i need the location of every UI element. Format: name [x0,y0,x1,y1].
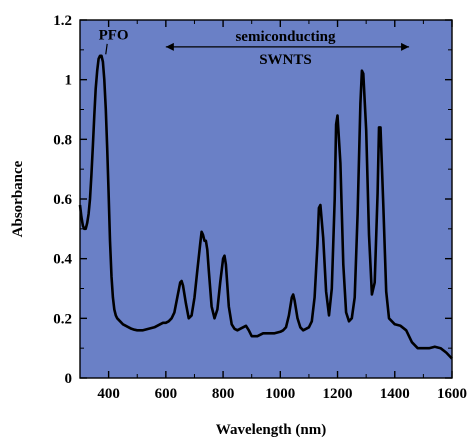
x-tick-label: 800 [212,386,235,402]
x-tick-label: 1000 [265,386,295,402]
x-tick-label: 1200 [323,386,353,402]
arrowhead-left-icon [165,42,174,51]
annotations: PFO semiconducting SWNTS [99,27,410,68]
y-tick-label: 0.2 [53,311,72,327]
annotation-swnts-label: SWNTS [259,52,312,68]
annotation-pfo-label: PFO [99,27,129,43]
arrowhead-right-icon [401,42,410,51]
y-axis-label: Absorbance [10,160,26,237]
x-tick-label: 1600 [437,386,467,402]
annotation-pfo-pointer [105,43,108,55]
y-tick-label: 1 [65,73,73,89]
y-tick-label: 0 [65,371,73,387]
y-tick-label: 1.2 [53,13,72,29]
x-tick-label: 600 [155,386,178,402]
y-tick-label: 0.4 [53,252,72,268]
x-tick-label: 1400 [380,386,410,402]
x-axis-label: Wavelength (nm) [216,422,326,438]
annotation-semiconducting-label: semiconducting [235,29,336,45]
y-tick-label: 0.6 [53,192,72,208]
x-axis: 400 600 800 1000 1200 1400 1600 [79,20,467,402]
absorbance-series-line [78,54,453,360]
plot-frame [79,19,453,379]
x-tick-label: 400 [97,386,120,402]
y-tick-label: 0.8 [53,132,72,148]
